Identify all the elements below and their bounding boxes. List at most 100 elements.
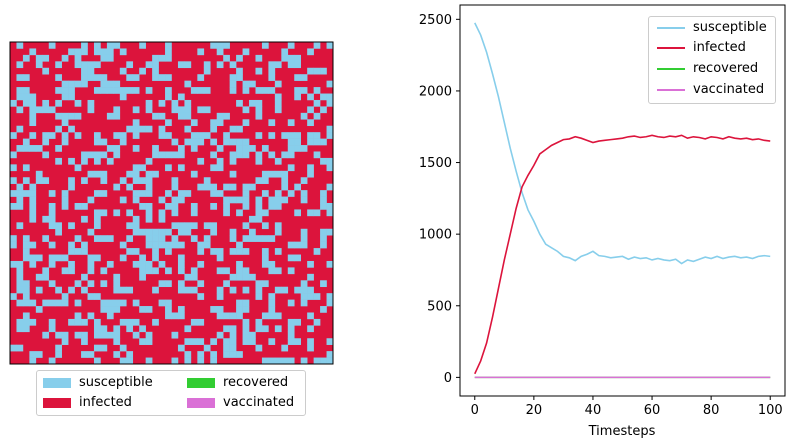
grid-cell-susceptible — [177, 112, 185, 120]
grid-cell-susceptible — [10, 344, 17, 352]
grid-cell-susceptible — [132, 228, 140, 236]
line-plot: 0 20 40 60 80 100 0 500 1000 1500 2000 2500 Timest… — [419, 4, 786, 439]
grid-cell-susceptible — [242, 325, 250, 333]
grid-cell-susceptible — [81, 151, 88, 159]
grid-cell-susceptible — [216, 42, 224, 49]
grid-cell-susceptible — [229, 80, 237, 88]
grid-cell-susceptible — [236, 248, 243, 255]
grid-cell-susceptible — [68, 48, 75, 56]
grid-cell-susceptible — [126, 325, 134, 333]
grid-cell-susceptible — [190, 203, 198, 210]
x-tick-label: 60 — [644, 403, 661, 418]
grid-cell-susceptible — [139, 338, 146, 345]
grid-cell-susceptible — [236, 241, 243, 249]
grid-cell-susceptible — [100, 344, 108, 352]
grid-cell-susceptible — [274, 93, 282, 101]
grid-cell-susceptible — [223, 280, 230, 288]
grid-cell-susceptible — [229, 286, 237, 294]
grid-cell-susceptible — [16, 125, 24, 133]
grid-cell-susceptible — [197, 338, 205, 345]
grid-cell-susceptible — [106, 48, 114, 56]
grid-cell-susceptible — [16, 190, 24, 197]
grid-cell-susceptible — [61, 254, 69, 262]
grid-cell-susceptible — [274, 248, 282, 255]
grid-cell-susceptible — [139, 42, 146, 49]
grid-cell-susceptible — [113, 306, 121, 313]
grid-cell-susceptible — [236, 209, 243, 217]
grid-cell-susceptible — [22, 280, 30, 288]
grid-cell-susceptible — [48, 254, 56, 262]
grid-cell-susceptible — [81, 203, 88, 210]
grid-cell-susceptible — [68, 93, 75, 101]
grid-cell-susceptible — [165, 54, 172, 62]
grid-cell-susceptible — [216, 286, 224, 294]
legend-label: recovered — [693, 61, 759, 76]
grid-cell-susceptible — [48, 280, 56, 288]
grid-cell-susceptible — [29, 351, 37, 358]
grid-cell-susceptible — [294, 61, 301, 69]
grid-cell-susceptible — [300, 241, 308, 249]
grid-cell-susceptible — [145, 306, 153, 313]
grid-cell-susceptible — [68, 222, 75, 230]
grid-cell-susceptible — [93, 331, 101, 339]
grid-cell-susceptible — [236, 54, 243, 62]
legend-item-susceptible: susceptible — [43, 375, 153, 390]
grid-cell-susceptible — [93, 151, 101, 159]
grid-cell-susceptible — [55, 286, 62, 294]
grid-cell-susceptible — [145, 209, 153, 217]
grid-cell-susceptible — [307, 338, 314, 345]
grid-cell-susceptible — [16, 222, 24, 230]
grid-cell-susceptible — [184, 106, 192, 114]
grid-cell-susceptible — [29, 357, 37, 365]
legend-line-vaccinated — [657, 88, 685, 91]
grid-cell-susceptible — [74, 80, 82, 88]
grid-cell-susceptible — [158, 209, 166, 217]
grid-cell-susceptible — [61, 132, 69, 139]
grid-cell-susceptible — [42, 331, 50, 339]
legend-label: susceptible — [79, 375, 153, 390]
grid-cell-susceptible — [274, 222, 282, 230]
grid-cell-susceptible — [35, 145, 43, 152]
grid-cell-susceptible — [165, 190, 172, 197]
grid-cell-susceptible — [242, 222, 250, 230]
grid-cell-susceptible — [68, 241, 75, 249]
grid-cell-susceptible — [126, 318, 134, 326]
grid-cell-susceptible — [35, 61, 43, 69]
grid-cell-susceptible — [126, 351, 134, 358]
grid-cell-susceptible — [287, 145, 295, 152]
grid-cell-susceptible — [93, 325, 101, 333]
grid-cell-susceptible — [16, 74, 24, 81]
grid-cell-susceptible — [165, 42, 172, 49]
grid-cell-susceptible — [113, 299, 121, 307]
grid-cell-susceptible — [165, 306, 172, 313]
grid-cell-susceptible — [307, 138, 314, 146]
grid-map — [10, 42, 334, 365]
grid-cell-susceptible — [93, 74, 101, 81]
grid-cell-susceptible — [48, 357, 56, 365]
grid-cell-susceptible — [42, 67, 50, 75]
grid-cell-susceptible — [326, 338, 334, 345]
grid-cell-susceptible — [177, 241, 185, 249]
grid-cell-susceptible — [255, 106, 263, 114]
grid-cell-susceptible — [119, 93, 127, 101]
grid-cell-susceptible — [190, 87, 198, 94]
grid-cell-susceptible — [320, 241, 327, 249]
grid-cell-susceptible — [145, 357, 153, 365]
grid-cell-susceptible — [42, 267, 50, 275]
grid-cell-susceptible — [10, 190, 17, 197]
grid-cell-susceptible — [216, 267, 224, 275]
grid-cell-susceptible — [236, 67, 243, 75]
grid-cell-susceptible — [326, 203, 334, 210]
grid-cell-susceptible — [165, 164, 172, 172]
grid-cell-susceptible — [126, 209, 134, 217]
grid-cell-susceptible — [216, 254, 224, 262]
grid-cell-susceptible — [93, 209, 101, 217]
grid-cell-susceptible — [165, 299, 172, 307]
grid-cell-susceptible — [22, 99, 30, 107]
grid-cell-susceptible — [261, 145, 269, 152]
grid-cell-susceptible — [171, 196, 179, 204]
grid-cell-susceptible — [287, 138, 295, 146]
grid-cell-susceptible — [61, 331, 69, 339]
y-tick-label: 1000 — [419, 228, 452, 243]
grid-cell-susceptible — [55, 157, 62, 165]
